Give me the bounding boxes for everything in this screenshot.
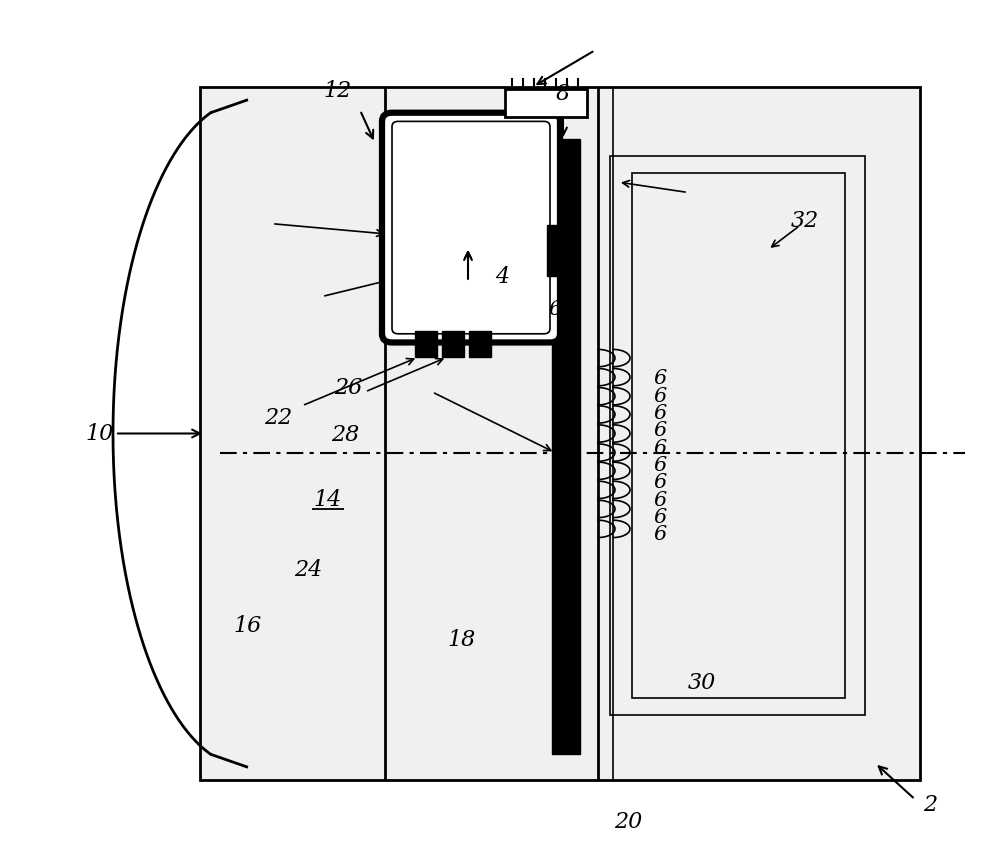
Text: 6: 6: [653, 439, 667, 458]
Text: 6: 6: [653, 369, 667, 388]
Text: 6: 6: [548, 300, 562, 319]
Bar: [200, 87, 920, 780]
Text: 30: 30: [688, 672, 716, 694]
Bar: [505, 89, 587, 117]
Text: 14: 14: [314, 489, 342, 512]
Text: 2: 2: [923, 793, 937, 816]
Text: 22: 22: [264, 407, 292, 429]
Bar: [547, 225, 557, 276]
Text: 24: 24: [294, 559, 322, 582]
Text: 12: 12: [324, 80, 352, 102]
Text: 6: 6: [653, 404, 667, 423]
Text: 6: 6: [653, 525, 667, 544]
Text: 6: 6: [653, 387, 667, 406]
Text: 6: 6: [653, 473, 667, 492]
Text: 6: 6: [653, 421, 667, 440]
FancyBboxPatch shape: [392, 121, 550, 334]
FancyBboxPatch shape: [382, 113, 560, 342]
Text: 26: 26: [334, 377, 362, 400]
Text: 18: 18: [448, 629, 476, 651]
Text: 28: 28: [331, 424, 359, 447]
Text: 6: 6: [653, 508, 667, 527]
Text: 4: 4: [495, 266, 509, 289]
Text: 8: 8: [556, 82, 570, 105]
Bar: [469, 331, 491, 357]
Bar: [442, 331, 464, 357]
Text: 20: 20: [614, 811, 642, 833]
Bar: [610, 156, 865, 715]
Text: 32: 32: [791, 210, 819, 232]
Text: 10: 10: [86, 422, 114, 445]
Text: 6: 6: [653, 456, 667, 475]
Text: 6: 6: [653, 491, 667, 510]
Bar: [632, 173, 845, 698]
Text: 16: 16: [234, 615, 262, 637]
Bar: [415, 331, 437, 357]
Bar: [552, 139, 580, 754]
